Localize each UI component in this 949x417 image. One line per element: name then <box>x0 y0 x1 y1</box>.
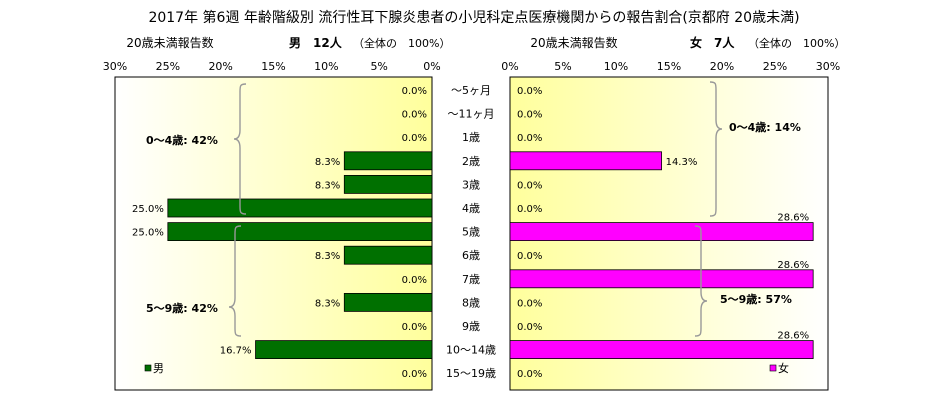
female-x-tick: 30% <box>816 60 840 73</box>
right-subtitle: 20歳未満報告数 <box>530 35 617 50</box>
age-category-label: 8歳 <box>462 296 480 309</box>
male-x-tick: 30% <box>103 60 127 73</box>
male-x-tick: 0% <box>423 60 440 73</box>
male-bar <box>167 222 433 242</box>
male-x-tick: 20% <box>208 60 232 73</box>
male-x-axis-ticks: 30% 25% 20% 15% 10% 5% 0% <box>103 60 441 73</box>
male-data-label: 8.3% <box>315 251 340 262</box>
female-x-axis-ticks: 0% 5% 10% 15% 20% 25% 30% <box>501 60 840 73</box>
age-category-label: 10〜14歳 <box>446 344 496 357</box>
male-bar <box>343 292 433 312</box>
male-legend-swatch <box>144 364 152 372</box>
age-category-label: 5歳 <box>462 226 480 239</box>
male-data-label: 0.0% <box>402 86 427 97</box>
female-x-tick: 15% <box>657 60 681 73</box>
male-x-tick: 5% <box>370 60 387 73</box>
age-category-label: 15〜19歳 <box>446 367 496 380</box>
female-data-label: 0.0% <box>517 298 542 309</box>
male-x-tick: 25% <box>156 60 180 73</box>
male-bar <box>255 340 433 360</box>
age-category-label: 〜11ヶ月 <box>448 108 495 121</box>
male-legend-label: 男 <box>153 362 164 375</box>
male-5-9-annotation: 5〜9歳: 42% <box>146 301 218 315</box>
male-data-label: 0.0% <box>402 110 427 121</box>
left-subtitle: 20歳未満報告数 <box>126 35 213 50</box>
female-data-label: 0.0% <box>517 180 542 191</box>
chart-title: 2017年 第6週 年齢階級別 流行性耳下腺炎患者の小児科定点医療機関からの報告… <box>148 9 799 26</box>
female-bar <box>509 222 814 242</box>
female-data-label: 28.6% <box>777 213 809 224</box>
male-data-label: 0.0% <box>402 369 427 380</box>
female-total-label: 女 7人 <box>690 35 735 50</box>
female-data-label: 0.0% <box>517 204 542 215</box>
female-bar <box>509 151 662 171</box>
age-category-label: 3歳 <box>462 178 480 191</box>
female-legend-label: 女 <box>778 361 789 375</box>
male-5-9-brace <box>228 225 242 337</box>
female-x-tick: 5% <box>554 60 571 73</box>
male-total-label: 男 12人 <box>289 35 343 50</box>
female-x-tick: 25% <box>763 60 787 73</box>
female-5-9-brace <box>694 225 708 337</box>
female-data-label: 0.0% <box>517 110 542 121</box>
male-x-tick: 15% <box>261 60 285 73</box>
female-data-label: 0.0% <box>517 251 542 262</box>
male-data-label: 8.3% <box>315 157 340 168</box>
male-total-note: （全体の 100%） <box>353 36 450 50</box>
female-bars <box>509 151 814 360</box>
age-category-label: 7歳 <box>462 273 480 286</box>
female-data-label: 0.0% <box>517 322 542 333</box>
male-data-label: 0.0% <box>402 275 427 286</box>
age-category-label: 2歳 <box>462 155 480 168</box>
age-category-label: 〜5ヶ月 <box>451 84 491 97</box>
age-category-label: 9歳 <box>462 320 480 333</box>
male-data-label: 16.7% <box>220 346 252 357</box>
female-data-label: 28.6% <box>777 260 809 271</box>
female-5-9-annotation: 5〜9歳: 57% <box>720 292 792 306</box>
female-bar <box>509 340 814 360</box>
male-data-labels: 0.0% 0.0% 0.0% 8.3% 8.3% 25.0% 25.0% 8.3% 0.0% 8.… <box>132 86 427 380</box>
male-0-4-annotation: 0〜4歳: 42% <box>146 133 218 147</box>
age-category-labels: 〜5ヶ月〜11ヶ月 1歳 2歳 3歳 4歳 5歳 6歳 7歳 8歳 9歳 10〜14歳 15〜19歳 <box>446 84 496 380</box>
female-0-4-brace <box>709 81 723 217</box>
female-0-4-annotation: 0〜4歳: 14% <box>729 120 801 134</box>
male-x-tick: 10% <box>314 60 338 73</box>
female-bar <box>509 269 814 289</box>
male-data-label: 8.3% <box>315 180 340 191</box>
female-x-tick: 20% <box>710 60 734 73</box>
female-total-note: （全体の 100%） <box>748 36 845 50</box>
female-data-label: 0.0% <box>517 86 542 97</box>
female-legend-swatch <box>769 364 777 372</box>
female-x-tick: 0% <box>501 60 518 73</box>
male-data-label: 25.0% <box>132 228 164 239</box>
male-0-4-brace <box>233 83 247 215</box>
female-x-tick: 10% <box>604 60 628 73</box>
female-data-labels: 0.0% 0.0% 0.0% 14.3% 0.0% 0.0% 28.6% 0.0% 28.6% 0… <box>517 86 809 380</box>
male-data-label: 0.0% <box>402 322 427 333</box>
age-category-label: 1歳 <box>462 131 480 144</box>
age-category-label: 6歳 <box>462 249 480 262</box>
male-data-label: 0.0% <box>402 133 427 144</box>
male-bar <box>343 174 433 194</box>
female-data-label: 14.3% <box>666 157 698 168</box>
female-data-label: 0.0% <box>517 369 542 380</box>
female-data-label: 28.6% <box>777 331 809 342</box>
male-bar <box>343 245 433 265</box>
male-bar <box>343 151 433 171</box>
male-bars <box>167 151 433 360</box>
female-data-label: 0.0% <box>517 133 542 144</box>
male-data-label: 25.0% <box>132 204 164 215</box>
age-category-label: 4歳 <box>462 202 480 215</box>
male-bar <box>167 198 433 218</box>
male-data-label: 8.3% <box>315 298 340 309</box>
